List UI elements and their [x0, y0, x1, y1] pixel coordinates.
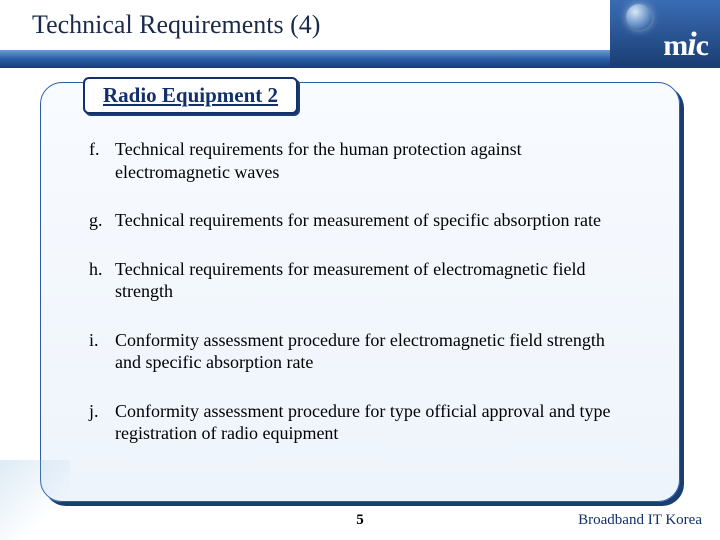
- list-text: Technical requirements for measurement o…: [115, 258, 631, 303]
- list-text: Technical requirements for measurement o…: [115, 209, 631, 232]
- logo-text: mic: [663, 26, 708, 64]
- logo-letter-m: m: [663, 29, 687, 62]
- list-marker: h.: [89, 258, 115, 303]
- logo-letter-i: i: [687, 26, 695, 63]
- list-text: Conformity assessment procedure for elec…: [115, 329, 631, 374]
- slide-footer: 5 Broadband IT Korea: [0, 512, 720, 534]
- list-text: Technical requirements for the human pro…: [115, 138, 631, 183]
- section-title: Radio Equipment 2: [103, 83, 278, 107]
- footer-brand: Broadband IT Korea: [578, 512, 702, 529]
- globe-icon: [626, 4, 652, 30]
- list-marker: f.: [89, 138, 115, 183]
- list-marker: j.: [89, 400, 115, 445]
- list-marker: i.: [89, 329, 115, 374]
- list-item: g. Technical requirements for measuremen…: [89, 209, 631, 232]
- logo-letter-c: c: [696, 29, 708, 62]
- requirements-list: f. Technical requirements for the human …: [89, 138, 631, 471]
- list-item: i. Conformity assessment procedure for e…: [89, 329, 631, 374]
- page-number: 5: [356, 512, 364, 529]
- section-tab: Radio Equipment 2: [83, 77, 298, 114]
- list-item: j. Conformity assessment procedure for t…: [89, 400, 631, 445]
- list-item: f. Technical requirements for the human …: [89, 138, 631, 183]
- list-item: h. Technical requirements for measuremen…: [89, 258, 631, 303]
- content-panel: Radio Equipment 2 f. Technical requireme…: [40, 82, 680, 502]
- slide-header: Technical Requirements (4) mic: [0, 0, 720, 68]
- logo: mic: [610, 0, 720, 68]
- list-text: Conformity assessment procedure for type…: [115, 400, 631, 445]
- list-marker: g.: [89, 209, 115, 232]
